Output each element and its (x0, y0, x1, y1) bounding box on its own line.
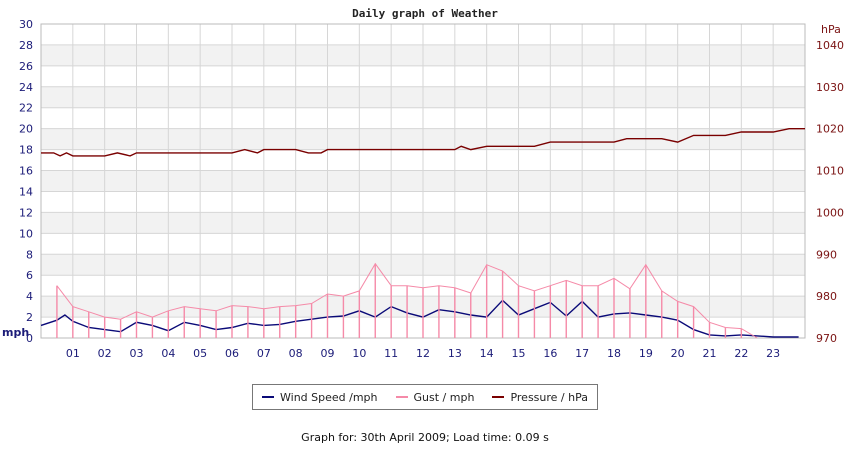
y-left-tick-label: 0 (26, 332, 33, 345)
y-right-tick-label: 990 (816, 248, 837, 261)
y-left-tick-label: 30 (19, 18, 33, 31)
x-tick-label: 19 (639, 347, 653, 360)
y-left-tick-label: 22 (19, 102, 33, 115)
x-tick-label: 15 (512, 347, 526, 360)
series-line-gust-mph (56, 262, 758, 339)
y-left-tick-label: 18 (19, 144, 33, 157)
x-tick-label: 02 (98, 347, 112, 360)
x-tick-label: 01 (66, 347, 80, 360)
y-right-unit-label: hPa (821, 23, 841, 36)
legend-label-wind-speed: Wind Speed /mph (280, 390, 378, 404)
chart-title: Daily graph of Weather (352, 7, 498, 20)
x-tick-label: 20 (671, 347, 685, 360)
legend-label-gust: Gust / mph (413, 390, 475, 404)
x-tick-label: 17 (575, 347, 589, 360)
footer-status-text: Graph for: 30th April 2009; Load time: 0… (301, 431, 549, 444)
y-left-tick-label: 26 (19, 60, 33, 73)
x-tick-label: 18 (607, 347, 621, 360)
x-tick-label: 03 (130, 347, 144, 360)
y-left-tick-label: 10 (19, 227, 33, 240)
x-tick-label: 04 (161, 347, 175, 360)
y-left-tick-label: 16 (19, 165, 33, 178)
y-left-tick-label: 4 (26, 290, 33, 303)
x-tick-label: 12 (416, 347, 430, 360)
x-tick-label: 07 (257, 347, 271, 360)
legend-item-pressure: Pressure / hPa (492, 391, 588, 404)
x-tick-label: 14 (480, 347, 494, 360)
x-tick-label: 11 (384, 347, 398, 360)
legend-item-wind-speed: Wind Speed /mph (262, 391, 378, 404)
y-left-tick-label: 8 (26, 248, 33, 261)
legend-swatch-pressure (492, 396, 505, 398)
y-right-tick-label: 1030 (816, 81, 844, 94)
x-tick-label: 22 (734, 347, 748, 360)
y-right-tick-label: 1010 (816, 165, 844, 178)
legend-swatch-wind-speed (262, 396, 274, 398)
y-left-tick-label: 24 (19, 81, 33, 94)
y-left-tick-label: 14 (19, 185, 33, 198)
legend-swatch-gust (395, 396, 408, 398)
x-tick-label: 05 (193, 347, 207, 360)
chart-legend: Wind Speed /mph Gust / mph Pressure / hP… (252, 384, 598, 410)
x-tick-label: 13 (448, 347, 462, 360)
x-tick-label: 21 (703, 347, 717, 360)
y-left-tick-label: 2 (26, 311, 33, 324)
legend-item-gust: Gust / mph (395, 390, 475, 404)
x-tick-label: 06 (225, 347, 239, 360)
y-left-tick-label: 28 (19, 39, 33, 52)
y-right-tick-label: 1000 (816, 206, 844, 219)
y-right-tick-label: 1040 (816, 39, 844, 52)
y-right-tick-label: 1020 (816, 123, 844, 136)
x-tick-label: 10 (352, 347, 366, 360)
y-right-tick-label: 980 (816, 290, 837, 303)
legend-label-pressure: Pressure / hPa (510, 390, 588, 404)
y-left-tick-label: 12 (19, 206, 33, 219)
y-left-tick-label: 6 (26, 269, 33, 282)
y-left-tick-label: 20 (19, 123, 33, 136)
x-tick-label: 08 (289, 347, 303, 360)
x-tick-label: 09 (321, 347, 335, 360)
y-right-tick-label: 970 (816, 332, 837, 345)
x-tick-label: 23 (766, 347, 780, 360)
x-tick-label: 16 (543, 347, 557, 360)
series-line-pressure-hpa (41, 127, 805, 157)
y-left-unit-label: mph (2, 326, 29, 339)
